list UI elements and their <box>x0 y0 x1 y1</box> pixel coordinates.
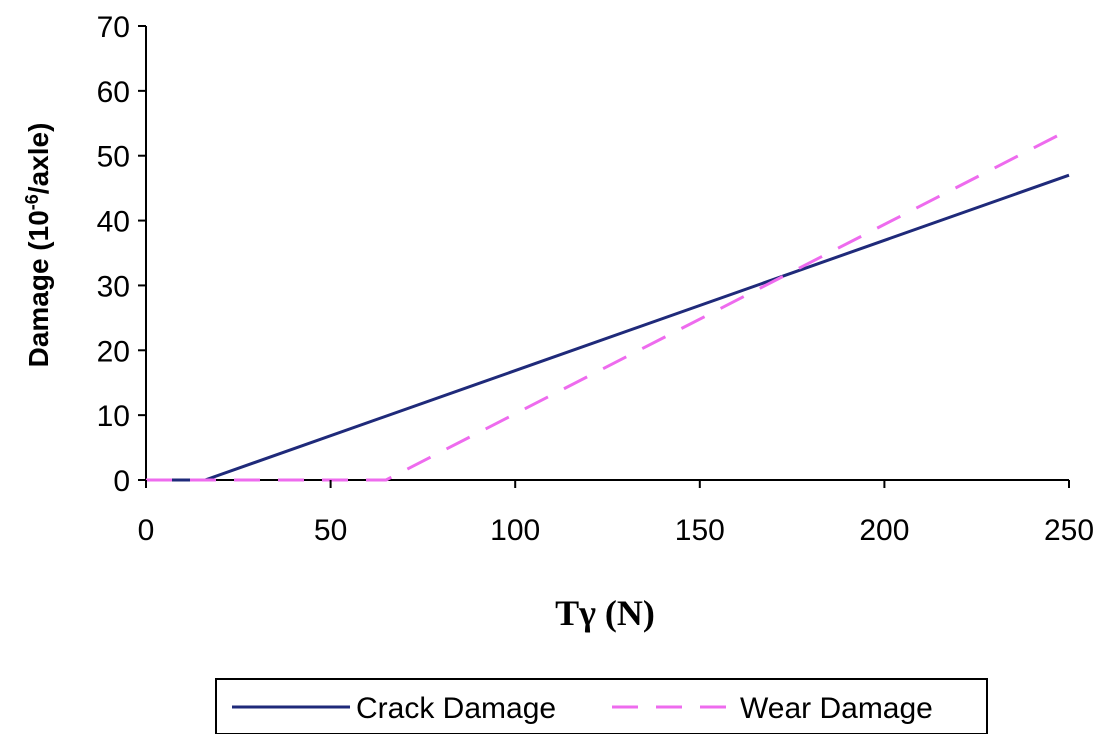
legend-label-crack: Crack Damage <box>356 692 556 725</box>
legend-label-wear: Wear Damage <box>740 692 933 725</box>
y-tick-label: 40 <box>97 206 130 239</box>
series-layer <box>146 128 1070 482</box>
axes <box>145 26 1069 481</box>
y-tick-label: 70 <box>97 11 130 44</box>
x-tick-label: 50 <box>314 514 347 547</box>
y-axis-label-prefix: Damage (10 <box>23 210 54 367</box>
series-line-crack-damage <box>146 173 1070 482</box>
y-tick-label: 20 <box>97 335 130 368</box>
y-tick-label: 50 <box>97 141 130 174</box>
x-tick-label: 250 <box>1044 514 1094 547</box>
x-tick-label: 100 <box>490 514 540 547</box>
ticks-layer: 0 10 20 30 40 50 60 70 0 50 100 150 200 250 <box>97 11 1094 547</box>
x-tick-label: 150 <box>675 514 725 547</box>
y-axis-label: Damage (10-6/axle) <box>22 123 54 368</box>
x-axis-label: Tγ (N) <box>555 593 655 633</box>
legend: Crack Damage Wear Damage <box>215 678 988 734</box>
x-tick-label: 0 <box>138 514 155 547</box>
y-axis-label-suffix: /axle) <box>23 123 54 195</box>
y-tick-label: 30 <box>97 270 130 303</box>
y-tick-label: 0 <box>113 465 130 498</box>
y-tick-label: 60 <box>97 76 130 109</box>
x-tick-label: 200 <box>859 514 909 547</box>
y-axis-label-superscript: -6 <box>22 194 42 210</box>
series-line-wear-damage <box>146 128 1070 482</box>
y-tick-label: 10 <box>97 400 130 433</box>
